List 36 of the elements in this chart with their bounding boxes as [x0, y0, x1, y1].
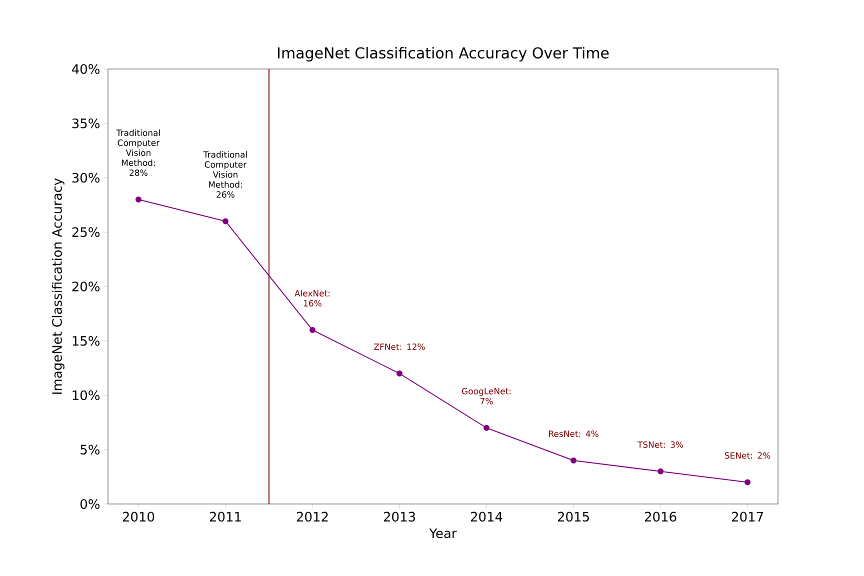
- x-tick-label: 2010: [122, 512, 154, 522]
- point: [570, 458, 577, 464]
- point: [744, 479, 751, 486]
- x-tick-label: 2013: [384, 512, 415, 522]
- annotation: GoogLeNet: 7%: [462, 388, 511, 404]
- x-tick-label: 2011: [210, 512, 241, 522]
- annotation: AlexNet: 16%: [294, 290, 330, 306]
- annotation: ZFNet: 12%: [374, 344, 425, 350]
- y-tick-label: 35%: [72, 118, 100, 128]
- annotation: ResNet: 4%: [549, 430, 598, 437]
- y-tick-label: 25%: [72, 227, 100, 238]
- annotation: TSNet: 3%: [637, 441, 684, 448]
- y-tick-label: 0%: [80, 499, 100, 509]
- x-axis-title: Year: [429, 528, 457, 538]
- annotation: Traditional Computer Vision Method: 28%: [116, 129, 160, 176]
- point: [309, 327, 316, 333]
- chart-title: ImageNet Classification Accuracy Over Time: [278, 46, 609, 62]
- y-tick-label: 15%: [72, 336, 100, 346]
- x-tick-label: 2017: [732, 512, 763, 522]
- y-tick-label: 30%: [72, 172, 100, 183]
- point: [658, 468, 664, 474]
- annotation: SENet: 2%: [724, 452, 770, 459]
- point: [484, 424, 490, 431]
- y-tick-label: 5%: [80, 444, 100, 455]
- x-tick-label: 2014: [470, 512, 502, 522]
- y-tick-label: 20%: [72, 282, 100, 292]
- x-tick-label: 2012: [296, 512, 328, 522]
- point: [222, 218, 228, 224]
- x-tick-label: 2015: [558, 512, 589, 522]
- point: [135, 196, 142, 202]
- x-tick-label: 2016: [644, 512, 676, 522]
- y-tick-label: 10%: [72, 390, 100, 400]
- y-tick-label: 40%: [72, 64, 100, 74]
- point: [396, 370, 402, 376]
- annotation: Traditional Computer Vision Method: 26%: [203, 151, 247, 198]
- y-axis-title: ImageNet Classification Accuracy: [52, 178, 64, 394]
